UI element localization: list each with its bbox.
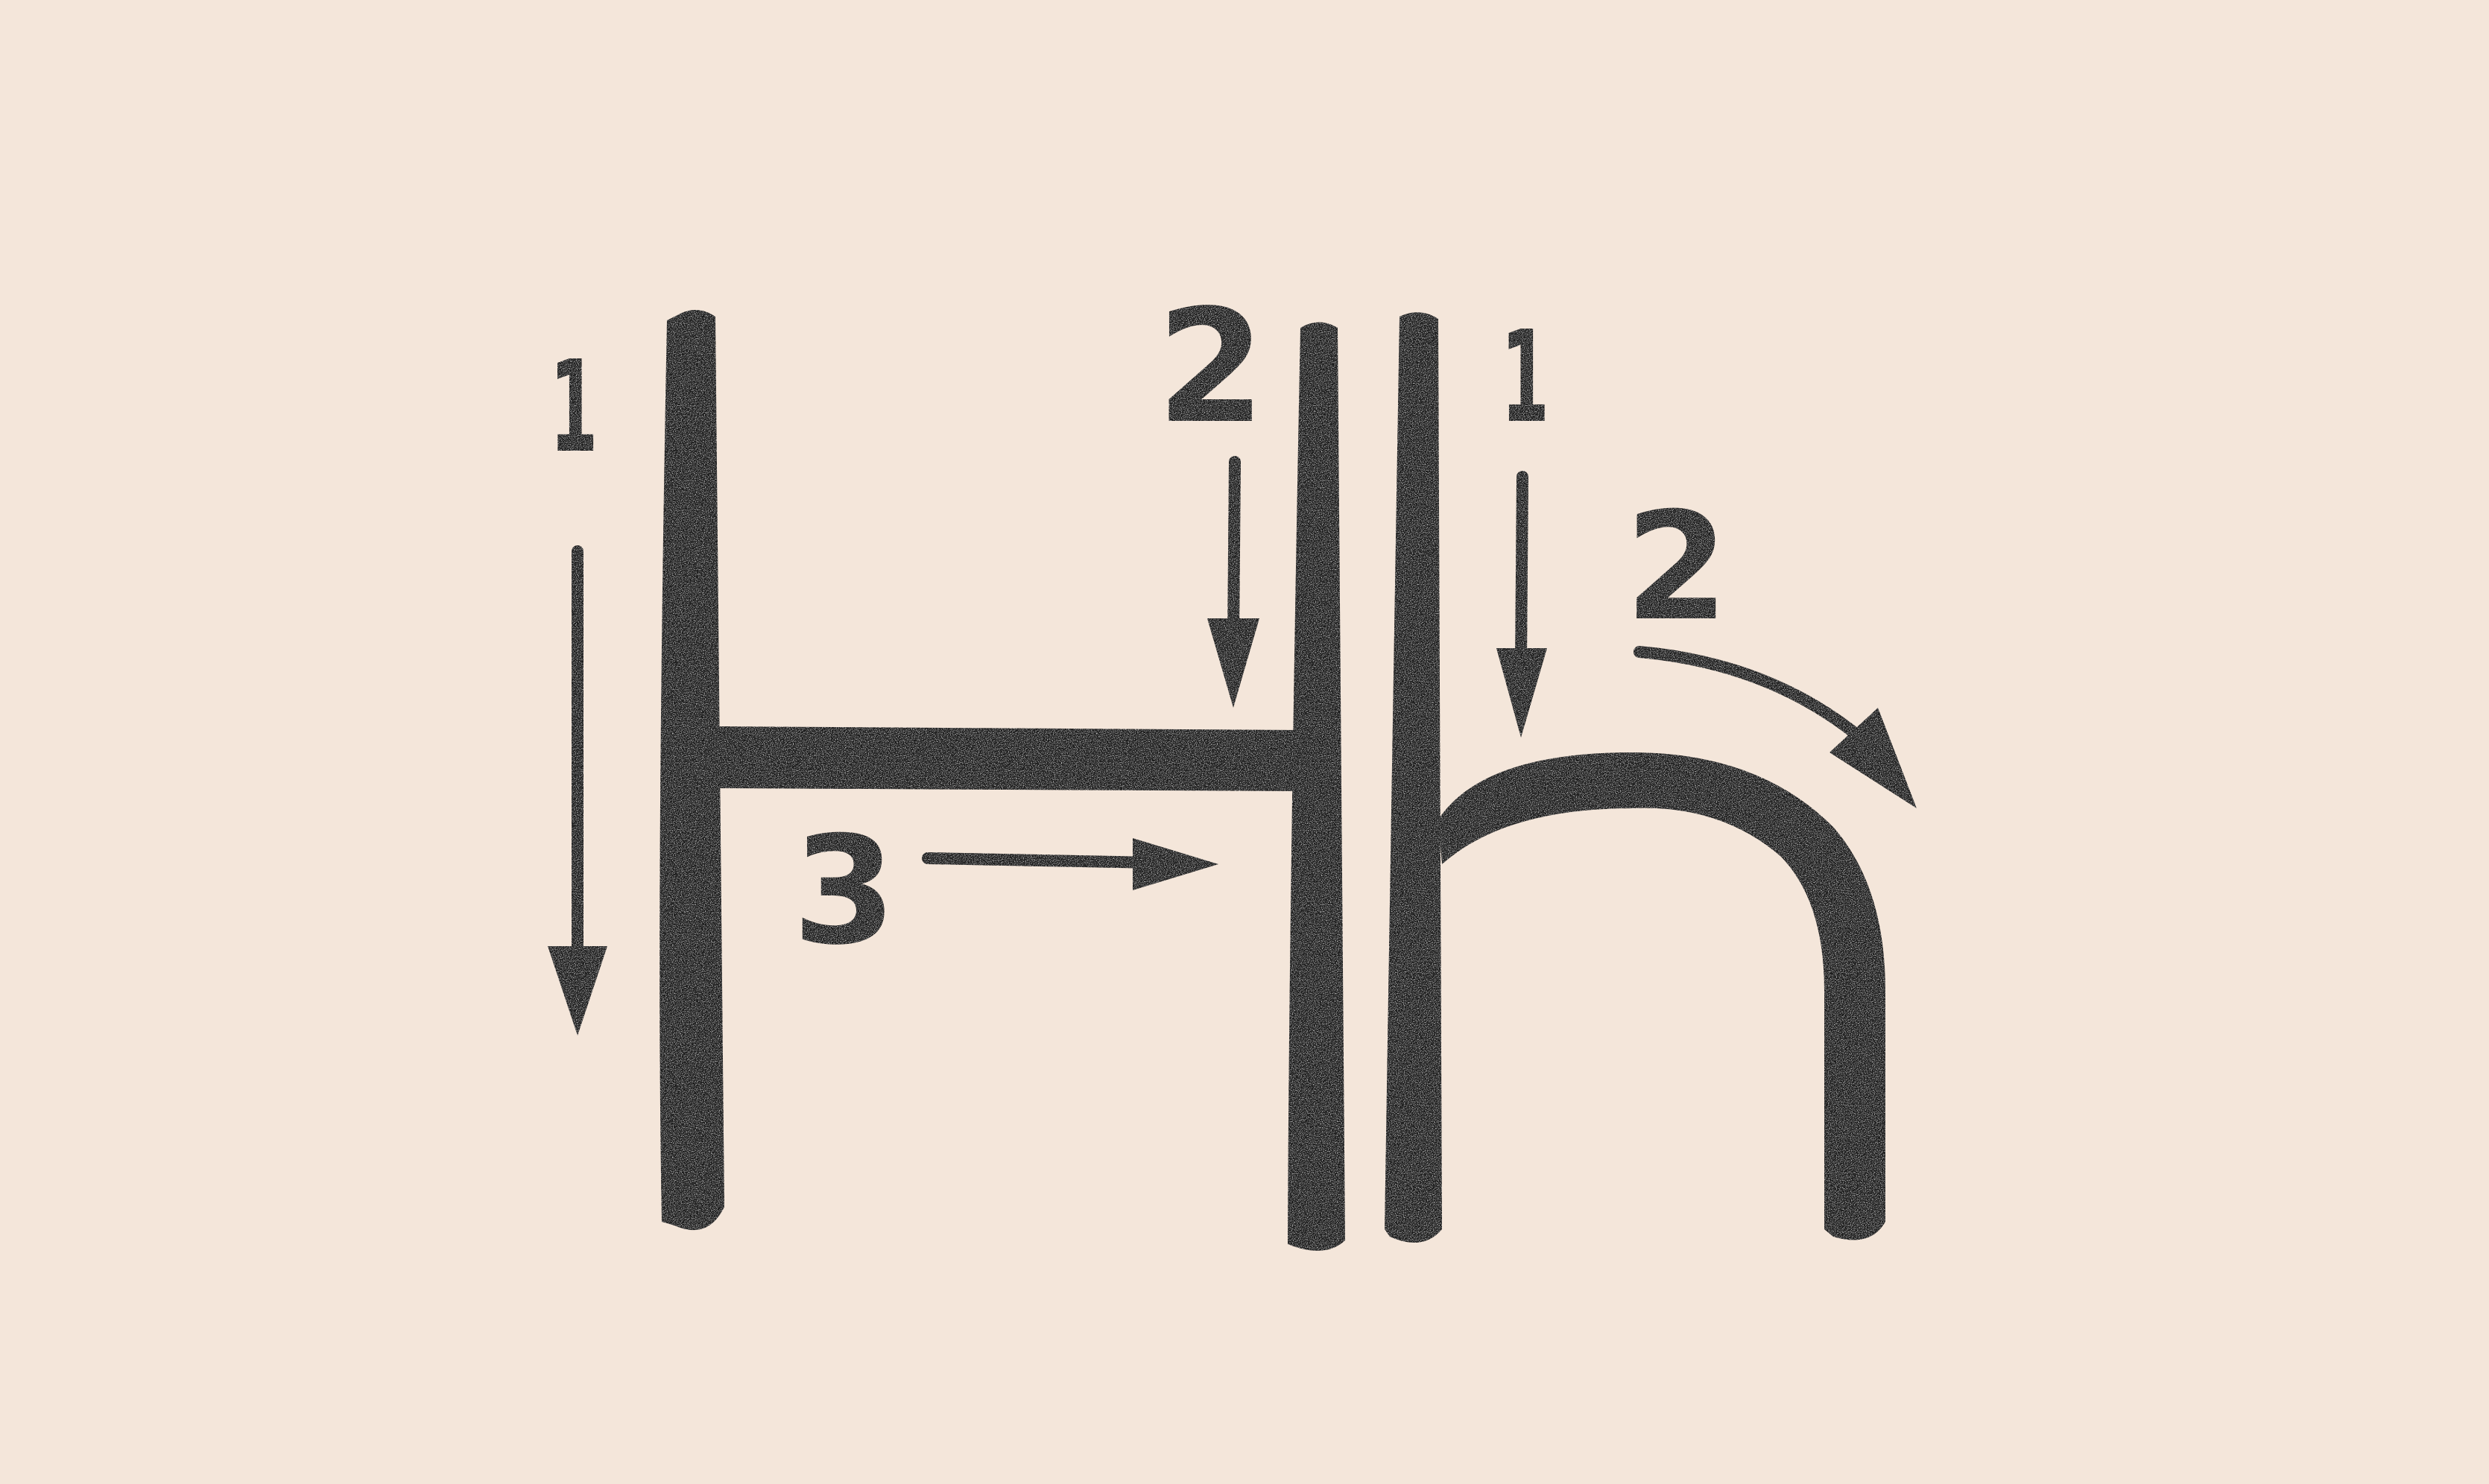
arrow-right-icon	[922, 838, 1218, 890]
arrow-curved-icon	[1633, 646, 1917, 808]
h-stroke-1-guide: 1	[1496, 305, 1549, 738]
H-stroke-1-number: 1	[549, 334, 598, 481]
H-crossbar	[715, 726, 1300, 791]
H-stroke-2-number: 2	[1157, 276, 1265, 458]
h-stem	[1385, 312, 1442, 1243]
H-stroke-3-guide: 3	[792, 805, 1218, 978]
arrow-down-icon	[1496, 471, 1547, 738]
H-stroke-3-number: 3	[792, 805, 896, 978]
h-stroke-2-number: 2	[1625, 481, 1728, 654]
h-stroke-1-number: 1	[1501, 305, 1549, 451]
letter-H	[660, 310, 1345, 1251]
arrow-down-icon	[548, 545, 607, 1036]
h-stroke-2-guide: 2	[1625, 481, 1917, 808]
letter-h	[1385, 312, 1885, 1243]
H-right-stem	[1288, 322, 1345, 1251]
arrow-down-icon	[1207, 456, 1259, 708]
H-stroke-1-guide: 1	[548, 334, 607, 1036]
h-arch	[1438, 752, 1885, 1240]
H-stroke-2-guide: 2	[1157, 276, 1265, 708]
H-left-stem	[660, 310, 724, 1231]
